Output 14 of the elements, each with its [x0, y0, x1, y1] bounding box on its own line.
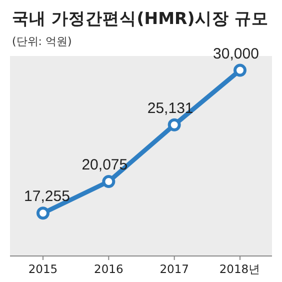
x-tick-label: 2018년	[219, 262, 261, 276]
data-label: 25,131	[147, 100, 194, 117]
point	[102, 175, 116, 188]
chart-subtitle: (단위: 억원)	[12, 35, 72, 48]
data-label: 17,255	[24, 188, 70, 206]
x-tick-label: 2015	[28, 262, 58, 276]
point	[168, 118, 181, 132]
x-tick-label: 2017	[160, 262, 189, 276]
data-label: 20,075	[82, 156, 128, 174]
data-label: 30,000	[213, 45, 259, 62]
point	[36, 206, 50, 220]
chart-title: 국내 가정간편식(HMR)시장 규모	[12, 9, 269, 28]
point	[234, 64, 246, 77]
x-tick-label: 2016	[94, 262, 124, 276]
